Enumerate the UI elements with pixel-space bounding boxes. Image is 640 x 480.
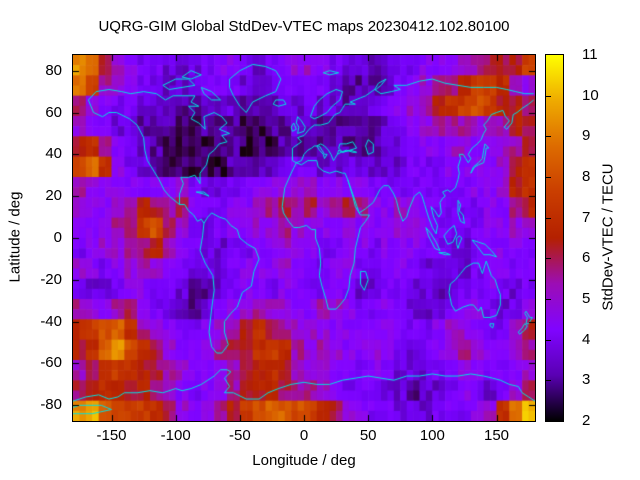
x-axis-label: Longitude / deg <box>252 452 356 469</box>
colorbar-tick-label: 10 <box>582 86 599 104</box>
colorbar-tick-label: 7 <box>582 208 591 226</box>
colorbar-tick-label: 2 <box>582 412 591 429</box>
plot-area <box>72 54 536 422</box>
y-tick-label: 80 <box>45 61 62 79</box>
colorbar-tick-label: 5 <box>582 290 591 307</box>
x-tick-label: 150 <box>483 427 510 444</box>
y-tick-label: 20 <box>45 187 62 205</box>
x-tick-label: -150 <box>96 427 127 444</box>
colorbar-tick-label: 4 <box>582 330 591 348</box>
colorbar-tick-label: 9 <box>582 127 591 145</box>
y-tick-label: -40 <box>40 312 62 330</box>
vtec-heatmap-canvas <box>73 55 535 421</box>
x-tick-label: 0 <box>299 427 309 444</box>
x-tick-label: -50 <box>228 427 251 444</box>
colorbar-tick-mark <box>546 136 551 137</box>
colorbar-tick-label: 6 <box>582 249 591 267</box>
x-tick-label: 50 <box>359 427 377 444</box>
y-tick-label: -20 <box>40 270 62 288</box>
colorbar-tick-mark <box>546 177 551 178</box>
y-tick-label: 40 <box>45 145 62 163</box>
y-tick-label: 0 <box>53 229 62 246</box>
y-tick-label: -60 <box>40 354 62 372</box>
colorbar-label: StdDev-VTEC / TECU <box>599 163 617 311</box>
colorbar-tick-mark <box>546 340 551 341</box>
colorbar-tick-mark <box>546 96 551 97</box>
colorbar-tick-mark <box>546 218 551 219</box>
colorbar-tick-mark <box>546 299 551 300</box>
y-axis-label: Latitude / deg <box>6 191 24 283</box>
y-tick-label: -80 <box>40 396 62 414</box>
x-tick-label: -100 <box>160 427 191 444</box>
colorbar-tick-mark <box>546 258 551 259</box>
colorbar-tick-label: 11 <box>582 46 598 63</box>
colorbar-tick-label: 3 <box>582 371 591 389</box>
chart-title: UQRG-GIM Global StdDev-VTEC maps 2023041… <box>98 18 510 35</box>
x-tick-label: 100 <box>419 427 445 444</box>
colorbar <box>545 54 564 422</box>
colorbar-tick-label: 8 <box>582 168 591 185</box>
y-tick-label: 60 <box>45 103 62 121</box>
colorbar-tick-mark <box>546 380 551 381</box>
